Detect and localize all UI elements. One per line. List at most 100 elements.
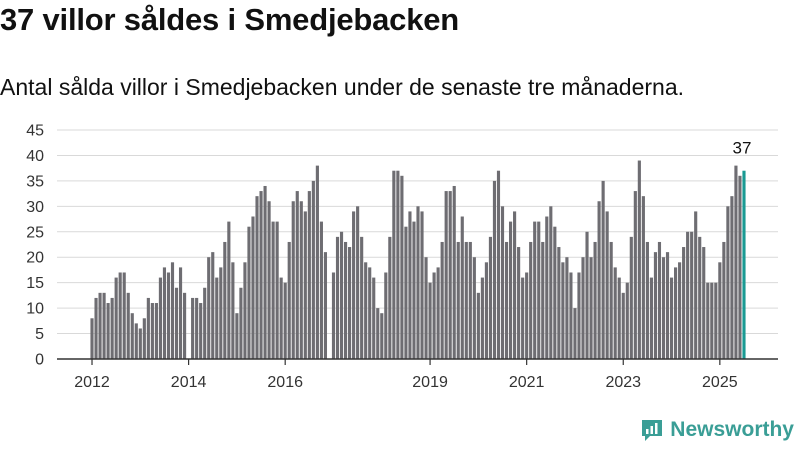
bar [537, 221, 541, 359]
y-tick-label: 30 [26, 199, 44, 216]
bar [343, 241, 348, 359]
bar [178, 267, 183, 359]
bar [653, 252, 658, 359]
bar [428, 282, 432, 359]
bar [472, 257, 476, 359]
bar [247, 226, 251, 359]
bar [714, 282, 718, 359]
bar [456, 241, 460, 359]
bar [239, 287, 243, 359]
bar [492, 180, 497, 359]
bar [734, 165, 738, 359]
bar [674, 267, 678, 359]
bar [420, 211, 424, 359]
bar [207, 257, 211, 359]
bar [122, 272, 126, 359]
bar [541, 241, 545, 359]
bar [372, 277, 376, 359]
bar [255, 196, 259, 359]
bar [211, 252, 215, 359]
x-axis: 2012 2014 2016 2019 2021 2023 2025 [57, 358, 778, 391]
bar [605, 211, 609, 359]
bar [231, 262, 235, 359]
bar [480, 277, 484, 359]
bar [315, 165, 319, 359]
bar [686, 231, 690, 359]
bar [629, 236, 633, 359]
bar [657, 241, 662, 359]
bar [183, 292, 187, 359]
bar [102, 292, 106, 359]
bar [348, 247, 352, 359]
bar [303, 211, 307, 359]
bar [621, 292, 625, 359]
bar [665, 252, 670, 359]
bar [593, 241, 597, 359]
bar [251, 216, 255, 359]
bar [404, 226, 408, 359]
bar [726, 206, 730, 359]
bar [90, 318, 94, 359]
bar [142, 318, 146, 359]
bar [694, 211, 698, 359]
bar [307, 191, 311, 359]
bar [311, 180, 315, 359]
bar [158, 277, 162, 359]
x-tick-label: 2021 [509, 374, 545, 391]
bar [199, 303, 203, 359]
bar [436, 267, 440, 359]
bar [279, 277, 283, 359]
bar-highlight [742, 170, 746, 359]
bar [126, 292, 130, 359]
y-tick-label: 40 [26, 148, 44, 165]
bar [641, 196, 645, 359]
x-tick-label: 2012 [74, 374, 110, 391]
bar [569, 272, 573, 359]
chart-subtitle: Antal sålda villor i Smedjebacken under … [0, 74, 685, 100]
bar [452, 185, 456, 359]
bar [661, 257, 666, 359]
bar [150, 303, 154, 359]
bar [203, 287, 207, 359]
bar [195, 297, 199, 359]
bar [166, 272, 171, 359]
bar [191, 297, 195, 359]
bar [577, 272, 581, 359]
bar [130, 313, 134, 359]
bar [448, 191, 452, 359]
bar [500, 206, 505, 359]
bar [400, 175, 404, 359]
bar [601, 180, 605, 359]
bar [718, 262, 722, 359]
bar [376, 308, 380, 359]
bar [392, 170, 396, 359]
brand-name: Newsworthy [670, 418, 794, 441]
bar [581, 257, 585, 359]
bar [396, 170, 400, 359]
bar [162, 267, 167, 359]
bar [110, 297, 114, 359]
bar [529, 241, 533, 359]
bar [146, 297, 150, 359]
bar [432, 272, 436, 359]
bar [319, 221, 323, 359]
bar [609, 241, 613, 359]
bar [476, 292, 480, 359]
bar [380, 313, 384, 359]
bar [223, 241, 227, 359]
bar [440, 241, 444, 359]
bar [299, 201, 303, 359]
bar [508, 221, 513, 359]
y-tick-label: 45 [26, 123, 44, 140]
bar [517, 247, 521, 359]
bar [235, 313, 239, 359]
bar [424, 257, 428, 359]
x-tick-label: 2025 [702, 374, 738, 391]
bar [464, 241, 468, 359]
bar [388, 236, 392, 359]
bar [339, 231, 344, 359]
bar [412, 221, 416, 359]
bar [460, 216, 464, 359]
y-tick-label: 25 [26, 224, 44, 241]
